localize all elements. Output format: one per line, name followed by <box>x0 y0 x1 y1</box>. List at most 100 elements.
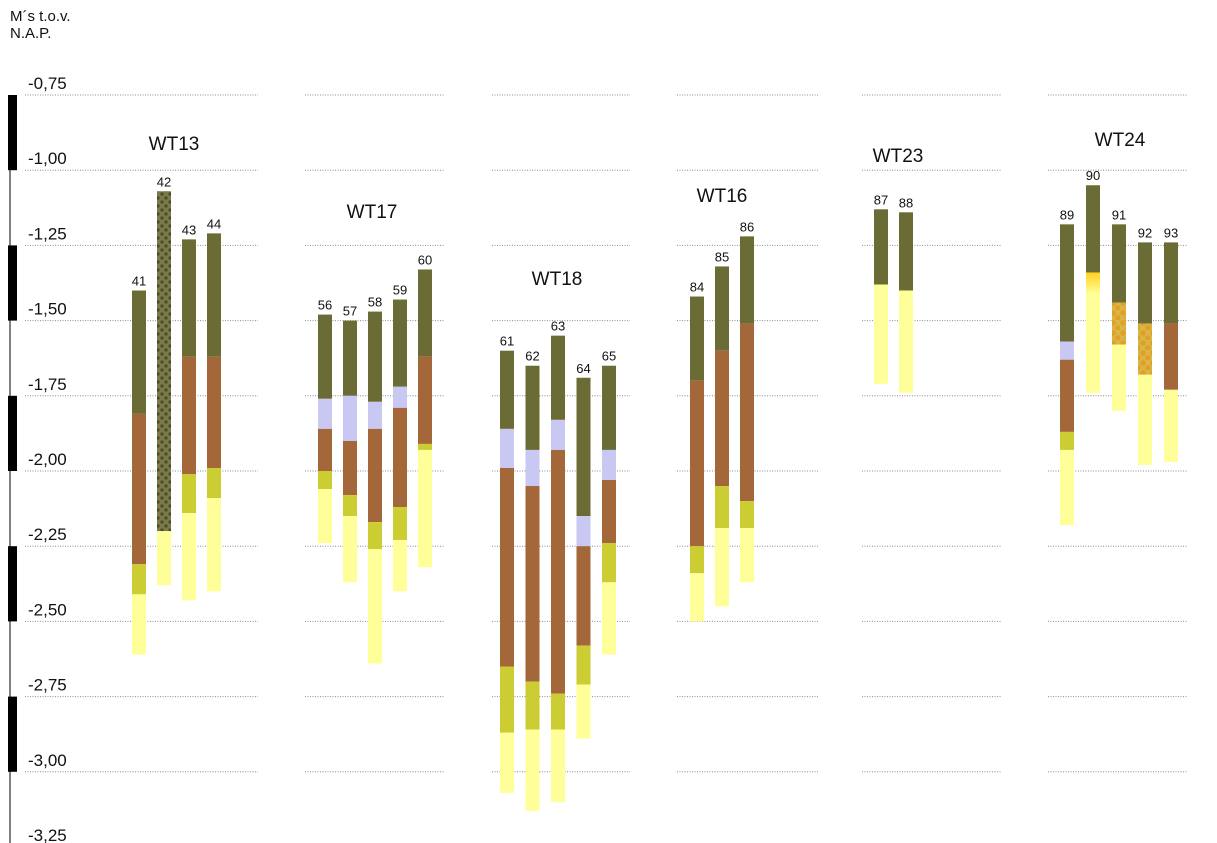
layer-olive <box>1138 242 1152 324</box>
core-85: 85 <box>715 249 729 607</box>
layer-lavender <box>576 516 591 547</box>
layer-olive <box>132 290 146 414</box>
core-90: 90 <box>1086 168 1100 393</box>
layer-yellow-green <box>182 474 196 514</box>
y-tick-label: -1,00 <box>28 149 67 168</box>
layer-brown <box>500 467 514 667</box>
core-57: 57 <box>343 304 357 583</box>
layer-lavender <box>368 401 382 429</box>
core-41: 41 <box>132 274 146 655</box>
layer-brown <box>602 480 616 544</box>
layer-yellow-green <box>602 543 616 583</box>
layer-lavender <box>1060 341 1074 360</box>
layer-olive <box>1112 224 1126 303</box>
scale-segment <box>8 696 17 772</box>
layer-brown <box>418 356 432 444</box>
layer-pale-yellow <box>602 582 616 655</box>
y-tick-label: -1,25 <box>28 224 67 243</box>
layer-brown <box>690 380 704 547</box>
y-tick-label: -2,25 <box>28 525 67 544</box>
layer-olive <box>1086 185 1100 273</box>
layer-yellow-green <box>318 471 332 490</box>
layer-lavender <box>393 386 407 408</box>
core-id-label: 93 <box>1164 225 1178 240</box>
layer-pale-yellow <box>551 729 565 802</box>
layer-yellow-green <box>1060 431 1074 450</box>
layer-pale-yellow <box>690 573 704 622</box>
core-id-label: 64 <box>576 361 590 376</box>
layer-pale-yellow <box>132 594 146 655</box>
layer-olive <box>207 233 221 357</box>
layer-brown <box>343 440 357 496</box>
layer-olive <box>393 299 407 387</box>
layer-brown <box>525 486 540 682</box>
layer-olive <box>690 296 704 381</box>
layer-pale-yellow <box>500 732 514 793</box>
layer-yellow-green <box>576 645 591 685</box>
layer-yellow-dotted <box>1138 323 1152 375</box>
core-group-wt24: WT24 89 90 91 92 93 <box>1060 130 1178 526</box>
layer-olive <box>318 314 332 399</box>
layer-pale-yellow <box>418 449 432 568</box>
core-62: 62 <box>525 349 540 811</box>
y-axis: -0,75 -1,00 -1,25 -1,50 -1,75 -2,00 -2,25 -2,50… <box>8 74 67 843</box>
layer-pale-yellow <box>343 516 357 583</box>
layer-pale-yellow <box>393 540 407 592</box>
core-84: 84 <box>690 280 704 622</box>
y-tick-label: -3,00 <box>28 751 67 770</box>
layer-pale-yellow <box>525 729 540 811</box>
core-id-label: 86 <box>740 219 754 234</box>
layer-olive <box>525 365 540 450</box>
core-id-label: 42 <box>157 174 171 189</box>
layer-pale-yellow <box>157 531 171 586</box>
layer-lavender <box>602 449 616 481</box>
core-group-wt13: WT13 41 42 43 44 <box>132 134 221 655</box>
layer-olive <box>899 212 913 291</box>
layer-pale-yellow <box>1112 344 1126 411</box>
layer-yellow-green <box>500 666 514 733</box>
layer-olive <box>182 239 196 357</box>
layer-brown <box>207 356 221 468</box>
layer-yellow-gradient <box>1086 272 1100 393</box>
core-id-label: 57 <box>343 304 357 319</box>
core-id-label: 43 <box>182 222 196 237</box>
layer-yellow-green <box>715 486 729 529</box>
scale-segment <box>8 245 17 321</box>
layer-yellow-green <box>207 467 221 499</box>
core-60: 60 <box>418 252 432 568</box>
layer-yellow-green <box>551 693 565 730</box>
layer-pale-yellow <box>1060 449 1074 526</box>
core-id-label: 63 <box>551 319 565 334</box>
layer-pale-yellow <box>899 290 913 393</box>
layer-yellow-green <box>343 495 357 517</box>
y-axis-title-line2: N.A.P. <box>10 25 52 42</box>
layer-olive <box>715 266 729 351</box>
core-id-label: 88 <box>899 195 913 210</box>
core-56: 56 <box>318 298 332 544</box>
core-group-wt16: WT16 84 85 86 <box>690 186 754 622</box>
layer-olive <box>418 269 432 357</box>
group-label: WT24 <box>1095 130 1146 151</box>
layer-olive <box>874 209 888 285</box>
layer-yellow-green <box>132 564 146 595</box>
layer-brown <box>715 350 729 487</box>
layer-pale-yellow <box>318 489 332 544</box>
core-58: 58 <box>368 295 382 664</box>
layer-lavender <box>551 419 565 450</box>
y-tick-label: -1,50 <box>28 300 67 319</box>
core-42: 42 <box>157 174 171 586</box>
layer-pale-yellow <box>182 513 196 601</box>
core-id-label: 85 <box>715 249 729 264</box>
scale-segment <box>8 546 17 622</box>
core-id-label: 62 <box>525 349 539 364</box>
layer-brown <box>551 449 565 694</box>
layer-pale-yellow <box>740 528 754 583</box>
layer-brown <box>576 546 591 646</box>
core-61: 61 <box>500 334 514 793</box>
layer-olive <box>343 320 357 396</box>
layer-brown <box>368 428 382 523</box>
core-59: 59 <box>393 283 407 592</box>
core-id-label: 87 <box>874 192 888 207</box>
core-id-label: 61 <box>500 334 514 349</box>
